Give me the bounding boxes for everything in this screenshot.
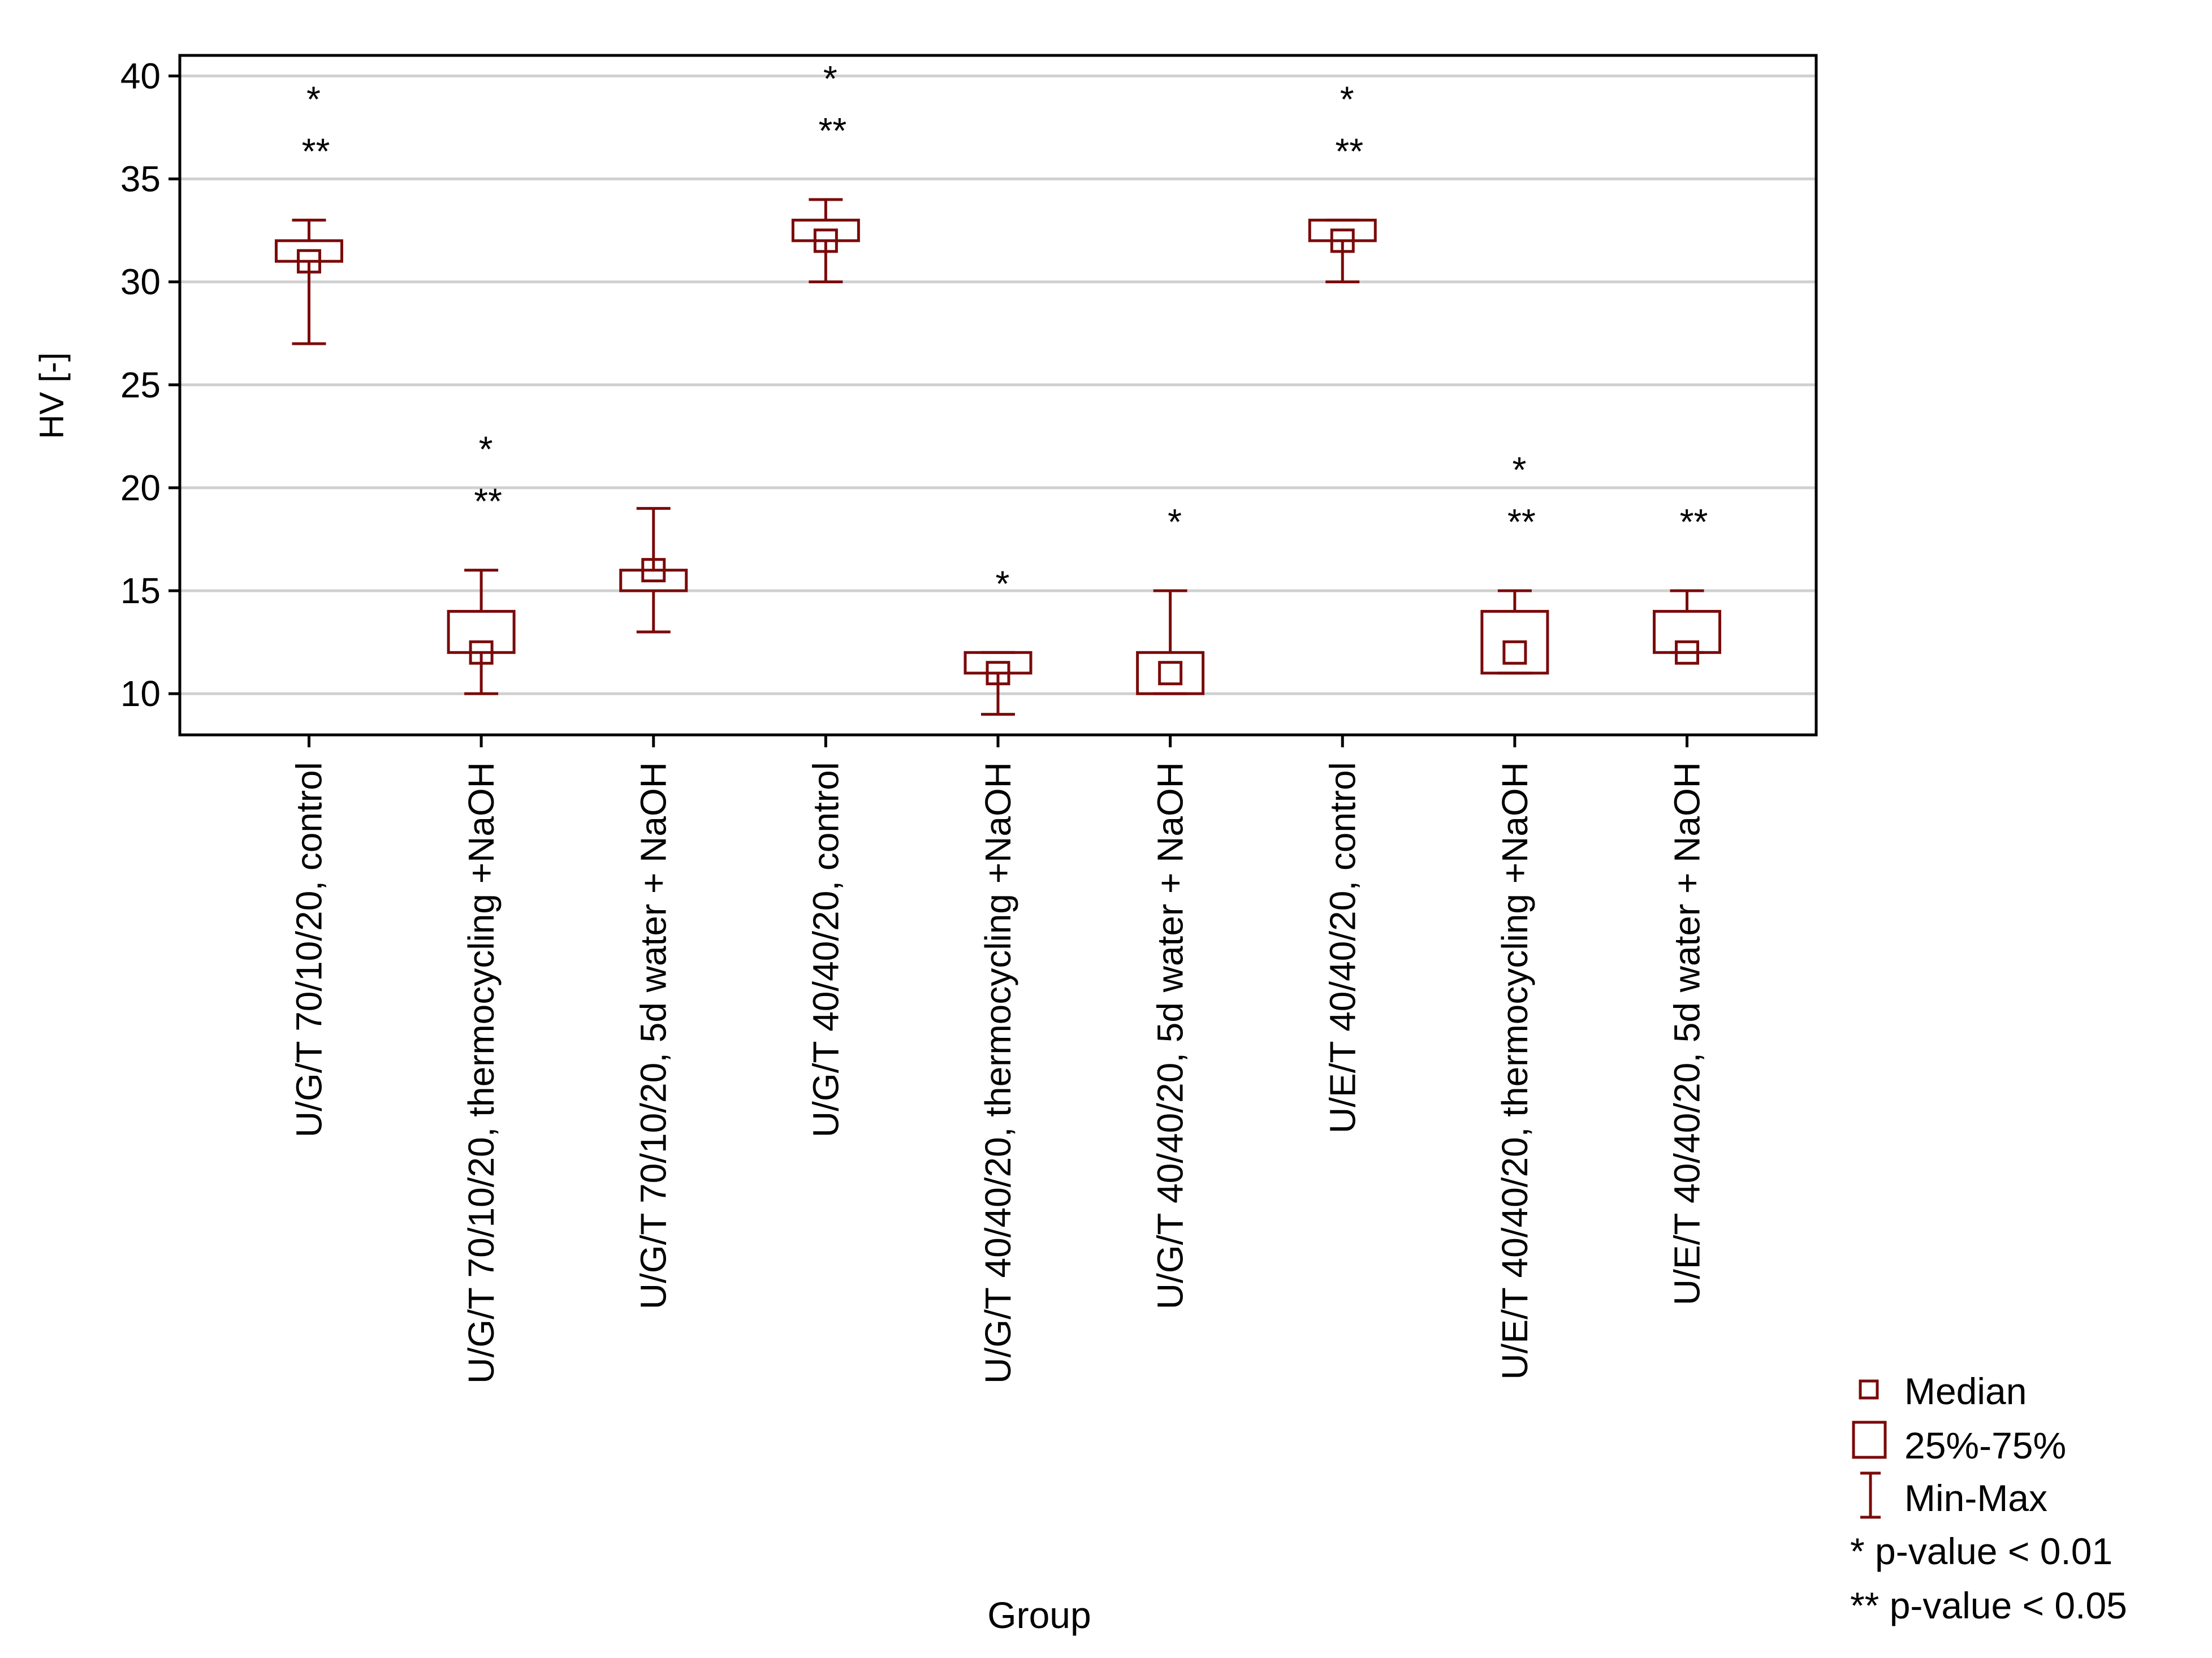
iqr-box [1308,218,1377,243]
box-series [274,198,1722,716]
x-tick-label: U/E/T 40/40/20, control [1322,762,1363,1133]
plot-frame [178,54,1818,737]
box-group [274,218,343,345]
iqr-box [1480,609,1549,675]
median-marker [1675,640,1700,665]
median-marker [1158,661,1183,686]
y-tick-label: 10 [120,673,161,714]
x-tick-label: U/G/T 40/40/20, control [805,762,846,1137]
x-axis: U/G/T 70/10/20, control U/G/T 70/10/20, t… [288,735,1708,1384]
box-group [964,651,1032,716]
box-group [1308,218,1377,284]
x-tick-label: U/G/T 70/10/20, 5d water + NaOH [633,762,674,1309]
x-tick-label: U/G/T 70/10/20, thermocycling +NaOH [461,762,502,1384]
significance-marker: ** [1335,131,1363,171]
iqr-box [447,609,516,654]
significance-marker: * [823,58,837,99]
median-marker [296,249,321,274]
legend-median-symbol [1859,1379,1879,1400]
legend-whisker-label: Min-Max [1904,1477,2047,1519]
x-tick-label: U/E/T 40/40/20, thermocycling +NaOH [1494,762,1535,1380]
significance-marker: ** [302,131,330,171]
y-tick-label: 25 [120,365,161,405]
significance-marker: * [1168,501,1182,542]
legend-box-symbol [1852,1421,1887,1459]
y-axis-label: HV [-] [33,352,71,439]
significance-marker: * [1340,79,1354,119]
legend-p005-label: ** p-value < 0.05 [1850,1585,2127,1626]
iqr-box [1653,609,1722,654]
y-tick-label: 35 [120,159,161,200]
y-tick-label: 15 [120,570,161,611]
significance-marker: ** [1680,501,1708,542]
y-tick-label: 30 [120,262,161,302]
significance-marker: * [996,563,1010,604]
median-marker [1330,228,1355,253]
box-group [1653,589,1722,665]
box-group [1136,589,1205,695]
box-group [447,569,516,695]
x-tick-label: U/E/T 40/40/20, 5d water + NaOH [1667,762,1708,1305]
iqr-box [964,651,1032,675]
y-tick-label: 40 [120,55,161,96]
x-tick-label: U/G/T 40/40/20, 5d water + NaOH [1150,762,1191,1309]
y-tick-label: 20 [120,467,161,508]
box-group [1480,589,1549,675]
significance-marker: ** [818,110,846,151]
median-marker [469,640,494,665]
legend-median-label: Median [1904,1370,2027,1412]
x-axis-label: Group [987,1594,1091,1636]
y-axis: 10 15 20 25 30 35 40 [120,55,180,714]
x-tick-label: U/G/T 70/10/20, control [288,762,329,1137]
significance-marker: * [479,429,493,470]
gridlines [180,74,1816,695]
box-group [619,507,688,634]
x-tick-label: U/G/T 40/40/20, thermocycling +NaOH [978,762,1018,1384]
legend-p001-label: * p-value < 0.01 [1850,1530,2112,1572]
median-marker [813,228,838,253]
significance-markers: ***************** ** [302,58,1708,604]
box-group [791,198,860,284]
significance-marker: * [306,79,321,119]
median-marker [1502,640,1527,665]
iqr-box [791,218,860,243]
median-marker [641,558,666,583]
significance-marker: ** [474,481,502,522]
legend: Median 25%-75% Min-Max * p-value < 0.01 … [1850,1370,2127,1626]
iqr-box [1136,651,1205,695]
iqr-box [619,569,688,592]
legend-box-label: 25%-75% [1904,1425,2066,1466]
legend-whisker-symbol [1860,1471,1881,1519]
significance-marker: ** [1507,501,1536,542]
median-marker [986,661,1010,686]
iqr-box [274,239,343,263]
significance-marker: * [1512,449,1526,490]
